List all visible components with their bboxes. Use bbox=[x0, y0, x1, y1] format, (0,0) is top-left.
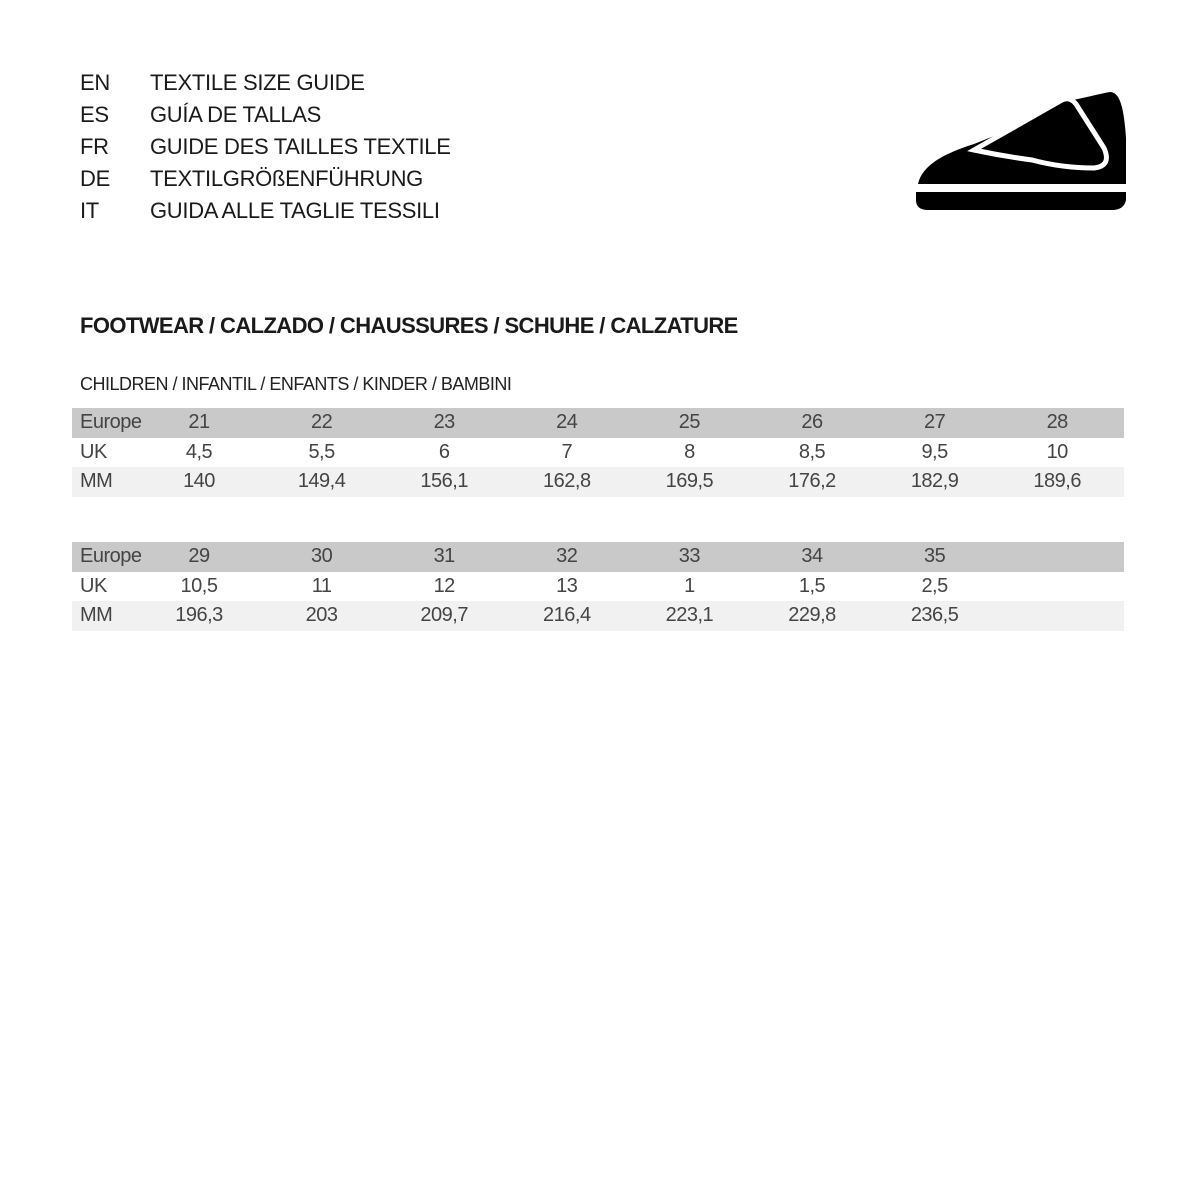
table-cell: 5,5 bbox=[308, 440, 335, 463]
table-cell: 229,8 bbox=[788, 604, 836, 626]
language-title: GUÍA DE TALLAS bbox=[150, 102, 322, 127]
row-label: MM bbox=[80, 604, 113, 626]
table-cell: 21 bbox=[188, 411, 210, 433]
table-cell: 209,7 bbox=[420, 604, 468, 626]
table-cell: 169,5 bbox=[665, 470, 714, 492]
row-label: MM bbox=[80, 470, 113, 492]
table-cell: 149,4 bbox=[297, 470, 346, 492]
language-code: DE bbox=[80, 166, 110, 191]
table-cell: 23 bbox=[433, 411, 456, 433]
row-label: Europe bbox=[80, 411, 142, 433]
table-cell: 196,3 bbox=[175, 604, 223, 626]
language-code: IT bbox=[80, 198, 99, 223]
table-cell: 1 bbox=[684, 574, 695, 597]
row-label: UK bbox=[80, 574, 107, 597]
row-label: UK bbox=[80, 440, 107, 463]
table-cell: 8 bbox=[684, 440, 695, 463]
table-cell: 22 bbox=[310, 411, 333, 433]
table-cell: 29 bbox=[188, 545, 210, 567]
table-cell: 10 bbox=[1046, 440, 1069, 463]
language-code: FR bbox=[80, 134, 109, 159]
table-cell: 2,5 bbox=[921, 574, 948, 597]
table-row: MM 196,3 203 209,7 216,4 223,1 229,8 236,5 bbox=[72, 601, 1124, 631]
table-cell: 182,9 bbox=[910, 470, 959, 492]
language-title: TEXTILE SIZE GUIDE bbox=[150, 70, 365, 95]
table-row: Europe 21 22 23 24 25 26 27 28 bbox=[72, 408, 1124, 438]
language-title: GUIDE DES TAILLES TEXTILE bbox=[150, 134, 451, 159]
table-cell: 203 bbox=[305, 604, 338, 626]
table-cell: 35 bbox=[923, 545, 946, 567]
table-cell: 223,1 bbox=[665, 604, 714, 626]
table-row: UK 10,5 11 12 13 1 1,5 2,5 bbox=[72, 571, 1124, 601]
table-cell: 6 bbox=[438, 440, 450, 463]
section-subtitle: CHILDREN / INFANTIL / ENFANTS / KINDER /… bbox=[80, 374, 512, 394]
section-title: FOOTWEAR / CALZADO / CHAUSSURES / SCHUHE… bbox=[80, 313, 738, 338]
table-cell: 24 bbox=[556, 411, 578, 433]
language-title: GUIDA ALLE TAGLIE TESSILI bbox=[150, 198, 440, 223]
table-cell: 7 bbox=[561, 440, 573, 463]
table-cell: 236,5 bbox=[910, 604, 959, 626]
language-code: ES bbox=[80, 102, 109, 127]
table-cell: 12 bbox=[433, 574, 456, 597]
table-cell: 176,2 bbox=[788, 470, 836, 492]
table-row: UK 4,5 5,5 6 7 8 8,5 9,5 10 bbox=[72, 437, 1124, 467]
table-cell: 32 bbox=[556, 545, 578, 567]
table-cell: 28 bbox=[1046, 411, 1069, 433]
table-cell: 4,5 bbox=[185, 440, 213, 463]
row-label: Europe bbox=[80, 545, 142, 567]
table-cell: 216,4 bbox=[543, 604, 591, 626]
table-cell: 156,1 bbox=[420, 470, 468, 492]
table-row: MM 140 149,4 156,1 162,8 169,5 176,2 182,9 189,6 bbox=[72, 467, 1124, 497]
table-cell: 31 bbox=[433, 545, 456, 567]
table-cell: 1,5 bbox=[798, 574, 826, 597]
table-cell: 8,5 bbox=[798, 440, 826, 463]
table-cell: 140 bbox=[183, 470, 215, 492]
size-table-1: Europe 21 22 23 24 25 26 27 28 UK 4,5 5,5 6 7 8 8,5 9,5 1… bbox=[72, 408, 1124, 497]
table-cell: 34 bbox=[801, 545, 823, 567]
table-cell: 27 bbox=[923, 411, 946, 433]
table-cell: 13 bbox=[556, 574, 578, 597]
size-table-2: Europe 29 30 31 32 33 34 35 UK 10,5 11 12 13 1 1,5 2,5 M… bbox=[72, 542, 1124, 631]
table-cell: 33 bbox=[678, 545, 701, 567]
children-velcro-shoe-icon bbox=[916, 92, 1126, 210]
language-title: TEXTILGRÖßENFÜHRUNG bbox=[150, 166, 423, 191]
table-cell: 9,5 bbox=[921, 440, 948, 463]
table-row: Europe 29 30 31 32 33 34 35 bbox=[72, 542, 1124, 572]
table-cell: 30 bbox=[310, 545, 333, 567]
language-code: EN bbox=[80, 70, 110, 95]
table-cell: 162,8 bbox=[543, 470, 591, 492]
table-cell: 11 bbox=[311, 574, 332, 597]
table-cell: 10,5 bbox=[180, 574, 218, 597]
table-cell: 26 bbox=[801, 411, 823, 433]
table-cell: 25 bbox=[678, 411, 701, 433]
table-cell: 189,6 bbox=[1033, 470, 1081, 492]
